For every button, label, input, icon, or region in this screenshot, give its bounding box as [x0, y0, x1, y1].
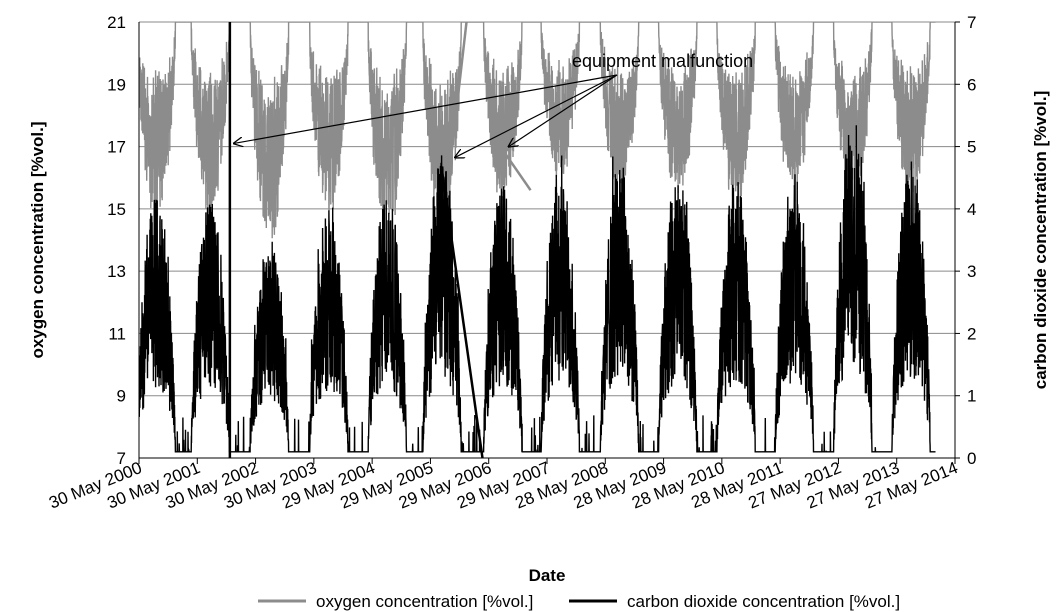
- x-axis-title: Date: [529, 566, 566, 585]
- legend: oxygen concentration [%vol.] carbon diox…: [258, 592, 900, 611]
- annotation-equipment-malfunction: equipment malfunction: [572, 51, 753, 71]
- y-axis-title-right: carbon dioxide concentration [%vol.]: [1031, 91, 1050, 389]
- malfunction-spike-o2-2006: [447, 22, 468, 178]
- legend-label-co2: carbon dioxide concentration [%vol.]: [627, 592, 900, 611]
- y-tick-label-left: 7: [117, 449, 126, 468]
- y-axis-title-left: oxygen concentration [%vol.]: [28, 121, 47, 358]
- y-tick-label-left: 19: [107, 75, 126, 94]
- annotation-arrow: [455, 74, 618, 157]
- y-tick-label-right: 2: [967, 324, 976, 343]
- y-tick-label-right: 3: [967, 262, 976, 281]
- y-tick-label-right: 7: [967, 13, 976, 32]
- series-line-oxygen: [139, 22, 936, 239]
- y-tick-label-right: 0: [967, 449, 976, 468]
- annotation-arrow: [234, 74, 618, 143]
- malfunction-step-o2-2007: [499, 145, 532, 191]
- y-tick-label-left: 11: [108, 324, 126, 343]
- y-tick-label-right: 4: [967, 200, 976, 219]
- y-tick-label-right: 5: [967, 138, 976, 157]
- annotation-layer: equipment malfunction: [234, 51, 753, 157]
- y-tick-label-left: 15: [107, 200, 126, 219]
- series-layer: [139, 22, 936, 458]
- legend-label-oxygen: oxygen concentration [%vol.]: [316, 592, 533, 611]
- y-tick-label-left: 9: [117, 387, 126, 406]
- y-tick-label-right: 6: [967, 75, 976, 94]
- y-tick-label-left: 17: [107, 138, 126, 157]
- y-tick-label-left: 13: [107, 262, 126, 281]
- annotation-arrow: [509, 74, 618, 147]
- malfunction-drop-co2-2006: [440, 171, 484, 458]
- series-line-co2: [139, 125, 936, 453]
- y-tick-label-right: 1: [967, 387, 976, 406]
- y-tick-label-left: 21: [107, 13, 126, 32]
